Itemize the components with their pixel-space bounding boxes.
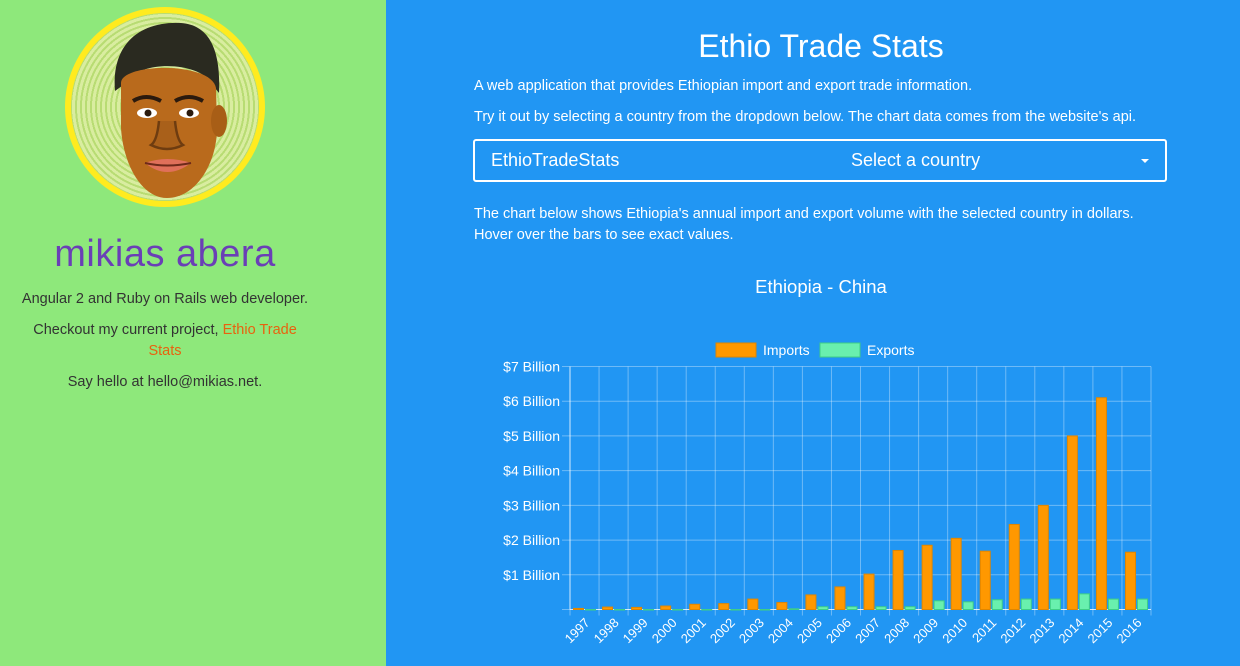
bar-imports — [718, 603, 730, 611]
x-tick-label: 2002 — [707, 615, 738, 646]
trade-chart[interactable]: $1 Billion $2 Billion $3 Billion $4 Billion… — [386, 330, 1240, 666]
caret-down-icon — [1141, 158, 1149, 163]
bar-exports — [933, 600, 945, 611]
bar-exports — [730, 609, 742, 611]
bar-imports — [660, 605, 672, 610]
y-tick-label: $3 Billion — [503, 497, 560, 513]
bar-exports — [672, 609, 684, 611]
x-tick-label: 2008 — [881, 615, 912, 646]
select-placeholder: Select a country — [851, 150, 981, 170]
bar-exports — [904, 606, 916, 611]
bar-exports — [846, 606, 858, 611]
chart-title: Ethiopia - China — [755, 276, 887, 297]
bar-exports — [1107, 598, 1119, 611]
sidebar: mikias abera Angular 2 and Ruby on Rails… — [0, 0, 386, 666]
bar-imports — [892, 549, 904, 611]
bar-exports — [788, 608, 800, 611]
x-tick-label: 2015 — [1084, 615, 1115, 646]
legend-swatch-imports — [715, 342, 757, 358]
x-tick-label: 2007 — [852, 615, 883, 646]
y-tick-label: $1 Billion — [503, 567, 560, 583]
x-tick-label: 2009 — [910, 615, 941, 646]
instructions-text: Try it out by selecting a country from t… — [474, 109, 1137, 125]
legend-label-exports: Exports — [867, 342, 914, 358]
x-tick-label: 2012 — [997, 615, 1028, 646]
x-tick-label: 2003 — [736, 615, 767, 646]
bar-imports — [1095, 397, 1107, 610]
contact-line: Say hello at hello@mikias.net. — [67, 374, 263, 390]
x-tick-label: 2010 — [939, 615, 970, 646]
bar-exports — [585, 609, 597, 611]
author-tagline: Angular 2 and Ruby on Rails web develope… — [21, 291, 309, 307]
x-tick-label: 2001 — [678, 615, 709, 646]
x-tick-label: 2000 — [649, 615, 680, 646]
bar-imports — [1037, 504, 1049, 611]
bar-exports — [1136, 598, 1148, 611]
bar-exports — [701, 609, 713, 611]
x-tick-label: 1997 — [562, 615, 593, 646]
x-tick-label: 2006 — [823, 615, 854, 646]
bar-imports — [805, 594, 817, 611]
bar-imports — [573, 607, 585, 610]
main-panel: Ethio Trade Stats A web application that… — [386, 0, 1240, 666]
bar-exports — [991, 599, 1003, 610]
x-tick-label: 2011 — [969, 615, 999, 645]
bar-imports — [631, 606, 643, 611]
bar-exports — [643, 609, 655, 611]
select-brand: EthioTradeStats — [491, 150, 620, 170]
bar-imports — [747, 598, 759, 611]
project-prefix: Checkout my current project, — [33, 322, 223, 338]
bar-imports — [921, 544, 933, 610]
bar-imports — [602, 606, 614, 611]
bar-exports — [962, 601, 974, 610]
bar-imports — [950, 537, 962, 610]
author-name: mikias abera — [54, 233, 276, 275]
x-tick-label: 2016 — [1114, 615, 1145, 646]
x-tick-label: 2013 — [1026, 615, 1057, 646]
x-tick-label: 2014 — [1055, 615, 1086, 646]
avatar-illustration — [71, 13, 259, 201]
bar-imports — [1066, 435, 1078, 610]
x-tick-label: 1998 — [591, 615, 622, 646]
bar-exports — [817, 606, 829, 611]
bar-exports — [614, 609, 626, 611]
legend-swatch-exports — [819, 342, 861, 358]
project-line: Checkout my current project, Ethio Trade… — [0, 320, 330, 362]
bar-exports — [1078, 593, 1090, 610]
legend-label-imports: Imports — [763, 342, 810, 358]
y-tick-label: $6 Billion — [503, 393, 560, 409]
y-tick-label: $4 Billion — [503, 463, 560, 479]
bar-imports — [776, 602, 788, 610]
y-tick-label: $2 Billion — [503, 532, 560, 548]
bar-exports — [875, 606, 887, 611]
x-tick-label: 2005 — [794, 615, 825, 646]
page-title: Ethio Trade Stats — [698, 28, 944, 64]
bar-exports — [1049, 598, 1061, 611]
bar-imports — [863, 573, 875, 611]
y-tick-label: $5 Billion — [503, 428, 560, 444]
y-tick-label: $7 Billion — [503, 359, 560, 375]
bar-exports — [759, 609, 771, 611]
project-link[interactable]: Ethio Trade Stats — [148, 322, 297, 359]
x-tick-label: 1999 — [620, 615, 651, 646]
bar-imports — [834, 586, 846, 610]
bar-imports — [1124, 551, 1136, 611]
intro-text: A web application that provides Ethiopia… — [474, 78, 973, 94]
bar-exports — [1020, 598, 1032, 611]
bar-imports — [979, 550, 991, 610]
bar-imports — [689, 603, 701, 610]
country-select[interactable]: EthioTradeStats Select a country — [473, 139, 1167, 182]
x-tick-label: 2004 — [765, 615, 796, 646]
avatar — [65, 7, 265, 207]
bar-imports — [1008, 523, 1020, 610]
chart-description: The chart below shows Ethiopia's annual … — [474, 206, 1134, 243]
